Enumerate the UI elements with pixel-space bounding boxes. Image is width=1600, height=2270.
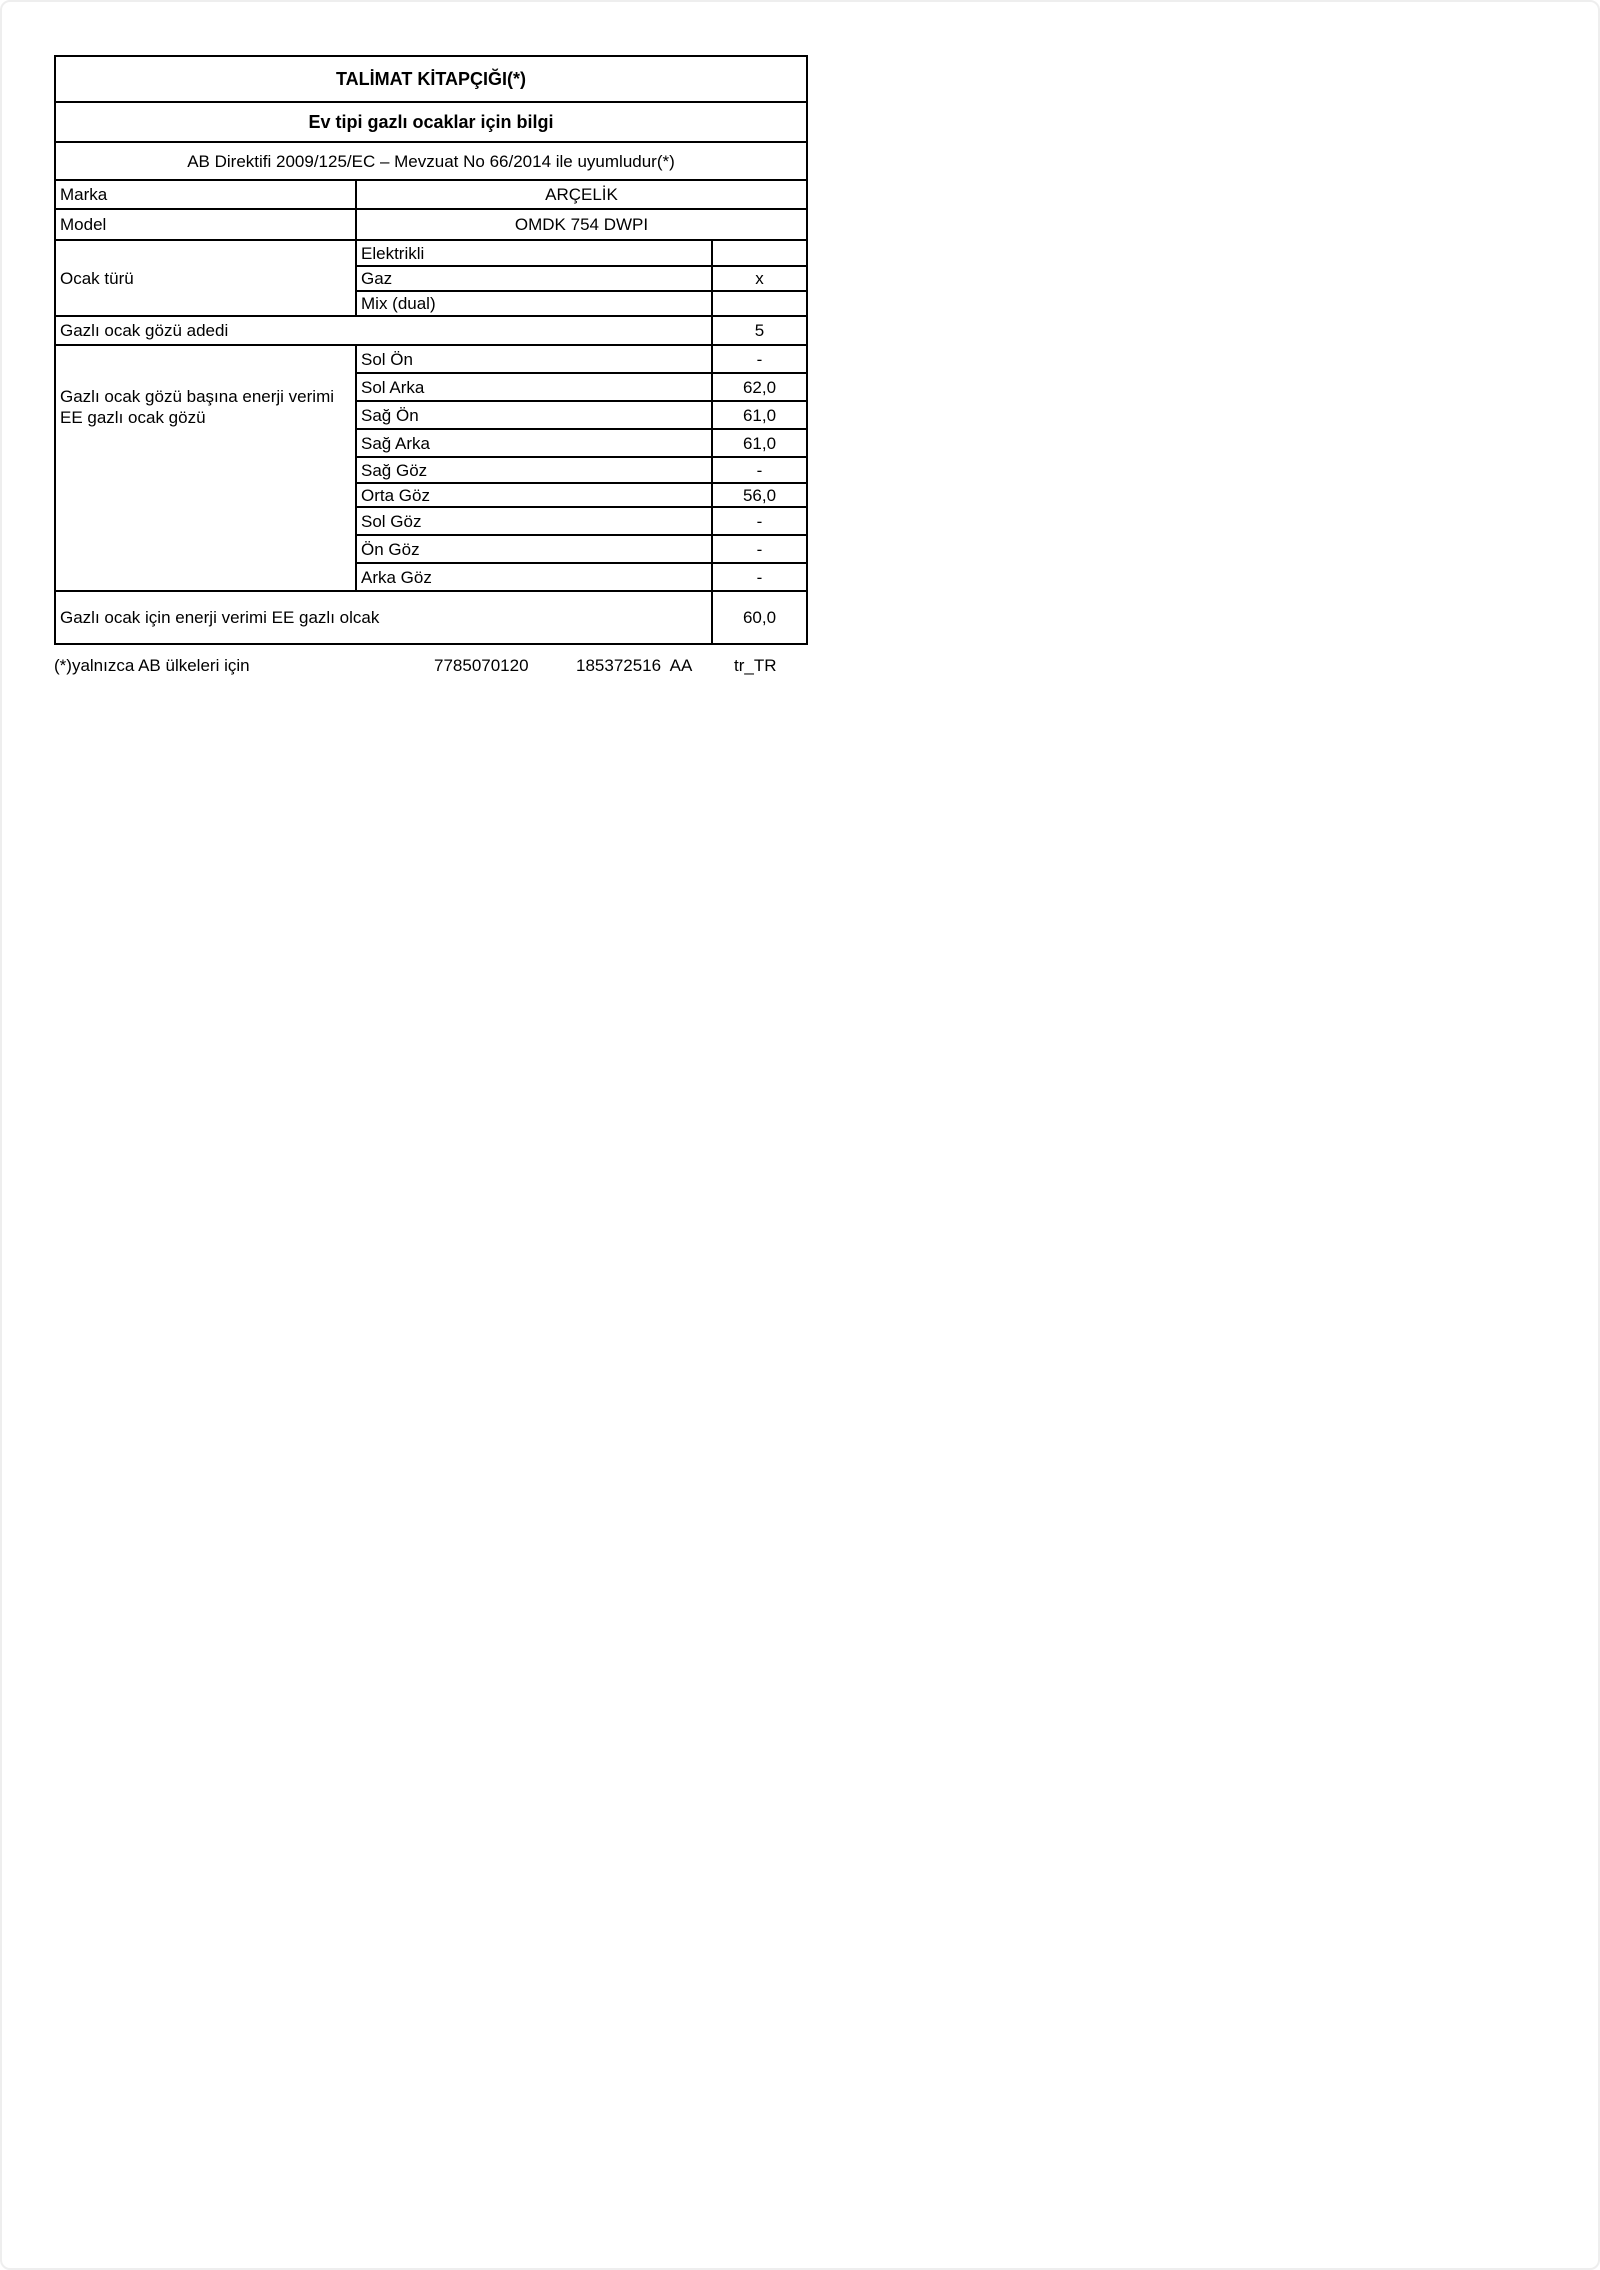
burner-name: Ön Göz: [355, 534, 713, 564]
burner-efficiency-value: -: [711, 562, 808, 592]
total-efficiency-label: Gazlı ocak için enerji verimi EE gazlı o…: [54, 590, 713, 645]
burner-name: Orta Göz: [355, 482, 713, 508]
brand-label: Marka: [54, 179, 357, 210]
footer-note: (*)yalnızca AB ülkeleri için: [54, 656, 250, 675]
burner-efficiency-value: 62,0: [711, 372, 808, 402]
hob-type-option: Mix (dual): [355, 290, 713, 317]
footer-code: 185372516 AA: [576, 656, 693, 675]
burner-name: Sağ Ön: [355, 400, 713, 430]
burner-count-label: Gazlı ocak gözü adedi: [54, 315, 713, 346]
burner-name: Sağ Göz: [355, 456, 713, 484]
product-info-table: TALİMAT KİTAPÇIĞI(*) Ev tipi gazlı ocakl…: [54, 55, 808, 645]
burner-efficiency-value: -: [711, 534, 808, 564]
burner-name: Sol Ön: [355, 344, 713, 374]
hob-type-label: Ocak türü: [54, 239, 357, 317]
burner-efficiency-value: -: [711, 506, 808, 536]
total-efficiency-value: 60,0: [711, 590, 808, 645]
burner-efficiency-value: 61,0: [711, 428, 808, 458]
burner-efficiency-value: 56,0: [711, 482, 808, 508]
document-title: TALİMAT KİTAPÇIĞI(*): [54, 55, 808, 103]
burner-efficiency-value: 61,0: [711, 400, 808, 430]
hob-type-option: Elektrikli: [355, 239, 713, 267]
brand-value: ARÇELİK: [355, 179, 808, 210]
burner-efficiency-value: -: [711, 456, 808, 484]
document-subtitle: Ev tipi gazlı ocaklar için bilgi: [54, 101, 808, 143]
footer-code: 7785070120: [434, 656, 529, 675]
burner-name: Arka Göz: [355, 562, 713, 592]
hob-type-value: [711, 239, 808, 267]
burner-name: Sol Göz: [355, 506, 713, 536]
burner-count-value: 5: [711, 315, 808, 346]
burner-efficiency-label: Gazlı ocak gözü başına enerji verimi EE …: [54, 344, 357, 592]
hob-type-value: x: [711, 265, 808, 292]
model-value: OMDK 754 DWPI: [355, 208, 808, 241]
hob-type-option: Gaz: [355, 265, 713, 292]
directive-text: AB Direktifi 2009/125/EC – Mevzuat No 66…: [54, 141, 808, 181]
footer-locale: tr_TR: [734, 656, 777, 675]
model-label: Model: [54, 208, 357, 241]
burner-efficiency-value: -: [711, 344, 808, 374]
hob-type-value: [711, 290, 808, 317]
burner-name: Sol Arka: [355, 372, 713, 402]
burner-name: Sağ Arka: [355, 428, 713, 458]
